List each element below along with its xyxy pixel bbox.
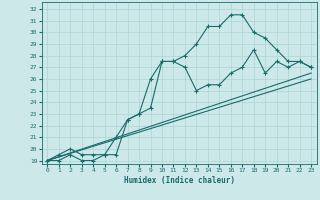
X-axis label: Humidex (Indice chaleur): Humidex (Indice chaleur) <box>124 176 235 185</box>
